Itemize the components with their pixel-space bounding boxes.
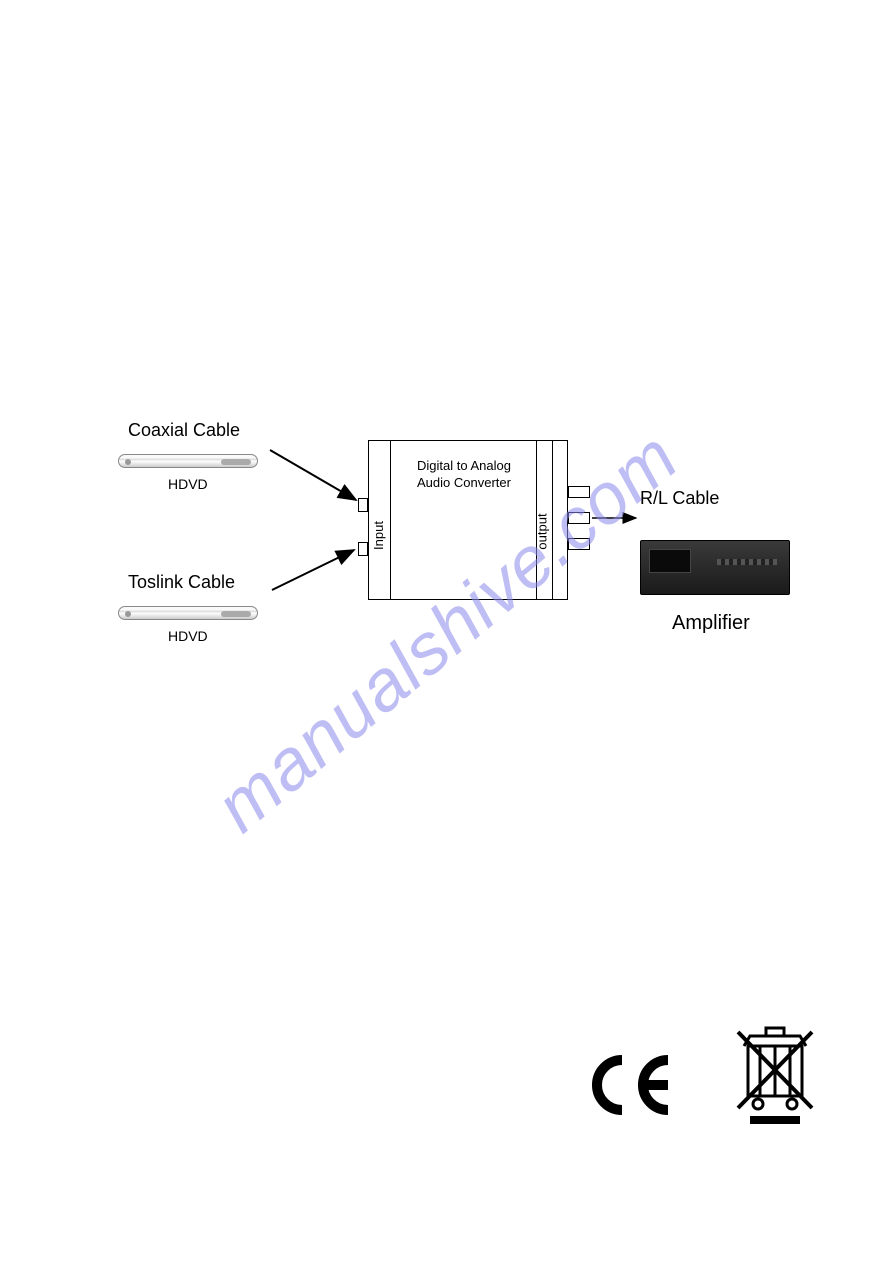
hdvd-device-bottom (118, 606, 258, 620)
converter-inner-right-line2 (552, 440, 553, 600)
ce-mark-icon (590, 1050, 690, 1134)
hdvd-label-bottom: HDVD (168, 628, 208, 644)
converter-title-line1: Digital to Analog (417, 458, 511, 473)
amplifier-label: Amplifier (672, 612, 750, 635)
toslink-cable-label: Toslink Cable (128, 572, 235, 593)
converter-title-line2: Audio Converter (417, 475, 511, 490)
hdvd-label-top: HDVD (168, 476, 208, 492)
amplifier-device (640, 540, 790, 595)
hdvd-device-top (118, 454, 258, 468)
coaxial-cable-label: Coaxial Cable (128, 420, 240, 441)
input-label: Input (371, 521, 386, 550)
output-label: output (535, 513, 550, 549)
weee-bin-icon (730, 1018, 820, 1133)
converter-inner-left-line (390, 440, 391, 600)
input-port-bottom (358, 542, 368, 556)
output-port-bottom (568, 538, 590, 550)
output-port-top (568, 486, 590, 498)
rl-cable-label: R/L Cable (640, 488, 719, 509)
converter-title: Digital to Analog Audio Converter (404, 458, 524, 492)
output-port-mid (568, 512, 590, 524)
coax-arrow (270, 450, 356, 500)
toslink-arrow (272, 550, 354, 590)
connection-diagram: manualshive.com Coaxial Cable HDVD Tosli… (0, 0, 893, 1263)
input-port-top (358, 498, 368, 512)
